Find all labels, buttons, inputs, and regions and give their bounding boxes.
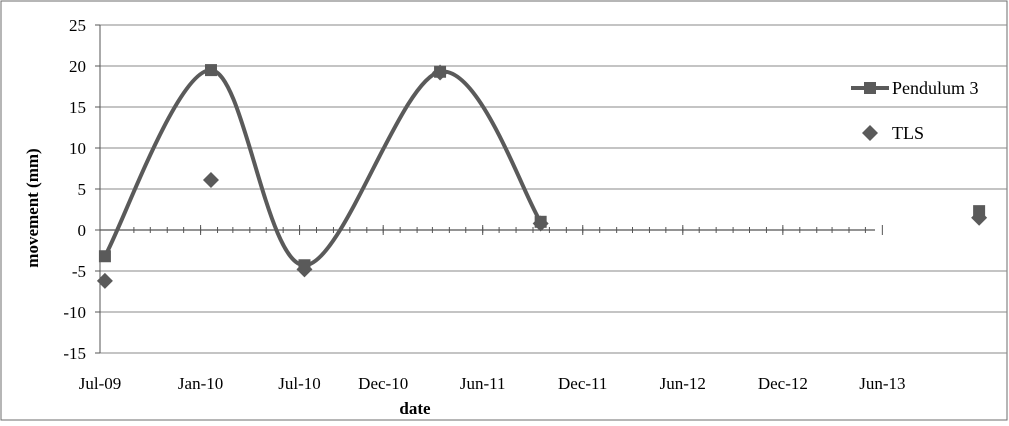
y-axis-title: movement (mm) bbox=[23, 148, 42, 267]
y-tick-label: 5 bbox=[78, 180, 87, 199]
pendulum-3-point bbox=[204, 64, 217, 77]
pendulum-3-point bbox=[973, 205, 986, 218]
x-tick-label: Dec-11 bbox=[558, 374, 607, 393]
axis-layer: -15 -10 -5 0 5 10 15 20 25 Jul-09 Jan-10 Jul-10 Dec-… bbox=[63, 16, 905, 393]
y-tick-label: 20 bbox=[69, 57, 86, 76]
pendulum-3-point bbox=[98, 250, 111, 263]
legend-pendulum-3-label: Pendulum 3 bbox=[892, 78, 979, 98]
y-tick-label: 10 bbox=[69, 139, 86, 158]
tls-point bbox=[96, 272, 113, 289]
y-tick-label: -5 bbox=[72, 262, 86, 281]
legend: Pendulum 3 TLS bbox=[851, 78, 979, 143]
x-tick-label: Jun-13 bbox=[859, 374, 905, 393]
y-tick-label: 25 bbox=[69, 16, 86, 35]
pendulum-3-point bbox=[298, 259, 311, 272]
series-layer bbox=[96, 64, 988, 289]
x-tick-label: Jul-09 bbox=[79, 374, 122, 393]
x-tick-label: Jul-10 bbox=[278, 374, 321, 393]
y-tick-label: -15 bbox=[63, 344, 86, 363]
legend-pendulum-3-marker bbox=[864, 82, 876, 94]
pendulum-3-point bbox=[534, 215, 547, 228]
x-tick-label: Jun-11 bbox=[460, 374, 506, 393]
pendulum-3-point bbox=[434, 65, 447, 78]
legend-tls-marker bbox=[862, 125, 878, 141]
x-axis-title: date bbox=[399, 399, 431, 418]
y-tick-label: 0 bbox=[78, 221, 87, 240]
x-tick-label: Dec-10 bbox=[358, 374, 408, 393]
y-tick-label: 15 bbox=[69, 98, 86, 117]
y-tick-label: -10 bbox=[63, 303, 86, 322]
legend-tls-label: TLS bbox=[892, 123, 924, 143]
x-tick-label: Jun-12 bbox=[660, 374, 706, 393]
x-tick-label: Dec-12 bbox=[758, 374, 808, 393]
tls-point bbox=[202, 171, 219, 188]
x-tick-label: Jan-10 bbox=[178, 374, 223, 393]
